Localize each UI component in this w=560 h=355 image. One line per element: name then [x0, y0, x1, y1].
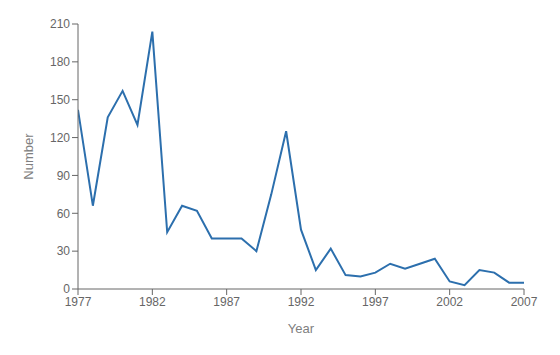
svg-text:0: 0 — [63, 282, 70, 296]
svg-text:150: 150 — [50, 93, 70, 107]
svg-text:30: 30 — [57, 244, 71, 258]
svg-text:180: 180 — [50, 55, 70, 69]
svg-text:120: 120 — [50, 131, 70, 145]
svg-text:1997: 1997 — [362, 295, 389, 309]
svg-text:1977: 1977 — [65, 295, 92, 309]
svg-text:Year: Year — [288, 321, 315, 336]
svg-text:Number: Number — [21, 133, 36, 180]
svg-text:1992: 1992 — [288, 295, 315, 309]
svg-text:2002: 2002 — [436, 295, 463, 309]
svg-text:60: 60 — [57, 207, 71, 221]
svg-text:2007: 2007 — [511, 295, 538, 309]
svg-text:210: 210 — [50, 17, 70, 31]
svg-text:1987: 1987 — [213, 295, 240, 309]
svg-text:90: 90 — [57, 169, 71, 183]
svg-text:1982: 1982 — [139, 295, 166, 309]
